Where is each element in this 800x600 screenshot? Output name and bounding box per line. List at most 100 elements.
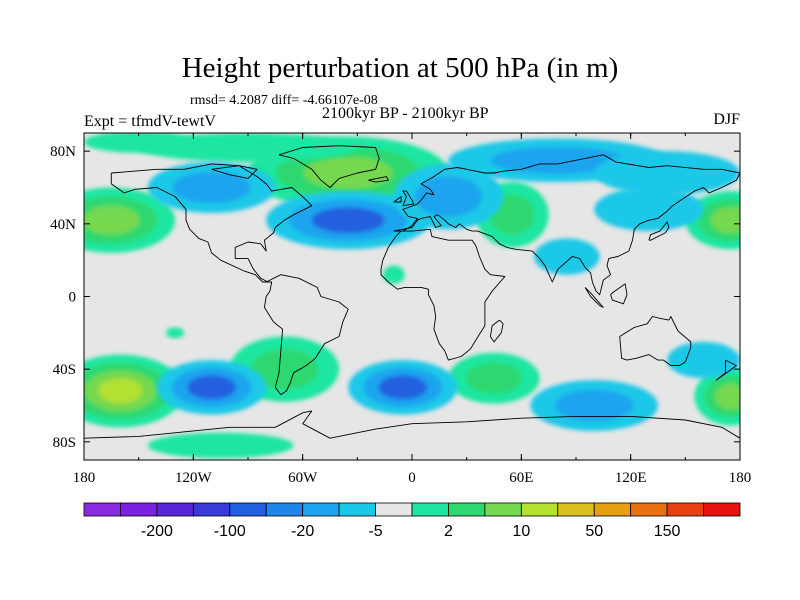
anomaly-cell bbox=[685, 191, 740, 250]
anomaly-cell bbox=[147, 432, 294, 459]
axis-ticks: 180 120W 60W 0 60E 120E 180 80N 40N 0 40S 80S bbox=[50, 133, 751, 486]
anomaly-cell bbox=[147, 162, 276, 213]
contour-band bbox=[667, 341, 740, 379]
anomaly-cell bbox=[534, 238, 600, 275]
contour-band bbox=[84, 205, 140, 235]
coastline bbox=[368, 176, 389, 183]
colorbar-label: 2 bbox=[444, 523, 453, 540]
contour-band bbox=[172, 171, 251, 204]
colorbar-label: 150 bbox=[654, 523, 681, 540]
contour-band bbox=[311, 207, 385, 234]
coastline bbox=[393, 154, 740, 296]
y-tick-label: 0 bbox=[69, 290, 77, 306]
contour-band bbox=[250, 349, 319, 390]
anomaly-cell bbox=[348, 360, 458, 415]
contour-band bbox=[534, 238, 600, 275]
contour-band bbox=[594, 151, 740, 195]
colorbar-label: -5 bbox=[368, 523, 382, 540]
contour-band bbox=[98, 378, 143, 404]
x-tick-label: 180 bbox=[729, 470, 752, 486]
x-tick-label: 0 bbox=[408, 470, 416, 486]
contour-band bbox=[414, 176, 483, 217]
anomaly-cell bbox=[138, 133, 358, 163]
x-tick-label: 120W bbox=[175, 470, 213, 486]
colorbar-box bbox=[302, 502, 340, 517]
colorbar-box bbox=[484, 502, 522, 517]
colorbar-box bbox=[520, 502, 559, 517]
anomaly-cell bbox=[530, 380, 658, 431]
coastline bbox=[84, 410, 740, 439]
map-title: Height perturbation at 500 hPa (in m) bbox=[181, 52, 619, 84]
anomaly-cell bbox=[84, 354, 185, 428]
anomaly-cell bbox=[84, 187, 176, 253]
coastline bbox=[715, 359, 737, 381]
x-tick-label: 60E bbox=[509, 470, 533, 486]
colorbar-box bbox=[593, 502, 632, 517]
y-tick-label: 40S bbox=[53, 362, 76, 378]
coastline bbox=[489, 319, 504, 343]
coastline bbox=[380, 228, 506, 361]
colorbar-box bbox=[557, 502, 595, 517]
contour-band bbox=[147, 432, 294, 459]
coastline bbox=[278, 145, 380, 188]
statistics-text: rmsd= 4.2087 diff= -4.66107e-08 bbox=[190, 93, 378, 108]
y-tick-label: 80S bbox=[53, 435, 76, 451]
anomaly-cell bbox=[382, 265, 405, 284]
contour-band bbox=[594, 187, 704, 232]
colorbar-label: -20 bbox=[291, 523, 314, 540]
contour-band bbox=[714, 383, 740, 410]
contour-fill-layer bbox=[84, 133, 740, 459]
contour-band bbox=[187, 375, 236, 400]
colorbar-label: 10 bbox=[512, 523, 530, 540]
coastline bbox=[402, 190, 415, 207]
contour-band bbox=[465, 362, 523, 394]
colorbar-box bbox=[83, 502, 121, 517]
coastline bbox=[211, 165, 258, 179]
season-label: DJF bbox=[713, 111, 740, 128]
experiment-label: Expt = tfmdV-tewtV bbox=[84, 113, 216, 130]
colorbar-box bbox=[630, 502, 668, 517]
y-tick-label: 40N bbox=[50, 217, 76, 233]
x-tick-label: 120E bbox=[615, 470, 647, 486]
coastline bbox=[648, 221, 670, 241]
contour-band bbox=[554, 389, 634, 422]
colorbar-box bbox=[229, 502, 267, 517]
colorbar-box bbox=[666, 502, 704, 517]
contour-band bbox=[166, 327, 185, 339]
contour-band bbox=[378, 375, 428, 400]
colorbar-box bbox=[703, 502, 741, 517]
colorbar-box bbox=[448, 502, 486, 517]
anomaly-cell bbox=[594, 151, 740, 195]
y-tick-label: 80N bbox=[50, 144, 76, 160]
colorbar-box bbox=[120, 502, 158, 517]
contour-band bbox=[710, 207, 740, 234]
colorbar-label: 50 bbox=[585, 523, 603, 540]
contour-band bbox=[84, 133, 194, 153]
colorbar-box bbox=[411, 502, 449, 517]
anomaly-cell bbox=[166, 327, 185, 339]
contour-band bbox=[303, 156, 393, 190]
contour-band bbox=[138, 133, 358, 163]
colorbar-box bbox=[338, 502, 376, 517]
coastline bbox=[584, 287, 604, 308]
coastline bbox=[610, 283, 628, 305]
coastline-layer bbox=[84, 145, 740, 439]
colorbar-box bbox=[375, 502, 413, 517]
colorbar-label: -100 bbox=[214, 523, 246, 540]
coastline bbox=[619, 316, 692, 366]
colorbar: -200 -100 -20 -5 2 10 50 150 bbox=[83, 502, 741, 540]
colorbar-label: -200 bbox=[141, 523, 173, 540]
anomaly-cell bbox=[448, 352, 540, 404]
x-tick-label: 60W bbox=[288, 470, 318, 486]
anomaly-cell bbox=[84, 133, 194, 153]
anomaly-cell bbox=[694, 367, 740, 426]
anomaly-cell bbox=[594, 187, 704, 232]
coastline bbox=[263, 274, 349, 396]
coastline bbox=[393, 196, 402, 203]
contour-band bbox=[382, 265, 405, 284]
anomaly-cell bbox=[156, 360, 267, 415]
colorbar-box bbox=[192, 502, 231, 517]
period-label: 2100kyr BP - 2100kyr BP bbox=[322, 105, 489, 122]
anomaly-cell bbox=[667, 341, 740, 379]
